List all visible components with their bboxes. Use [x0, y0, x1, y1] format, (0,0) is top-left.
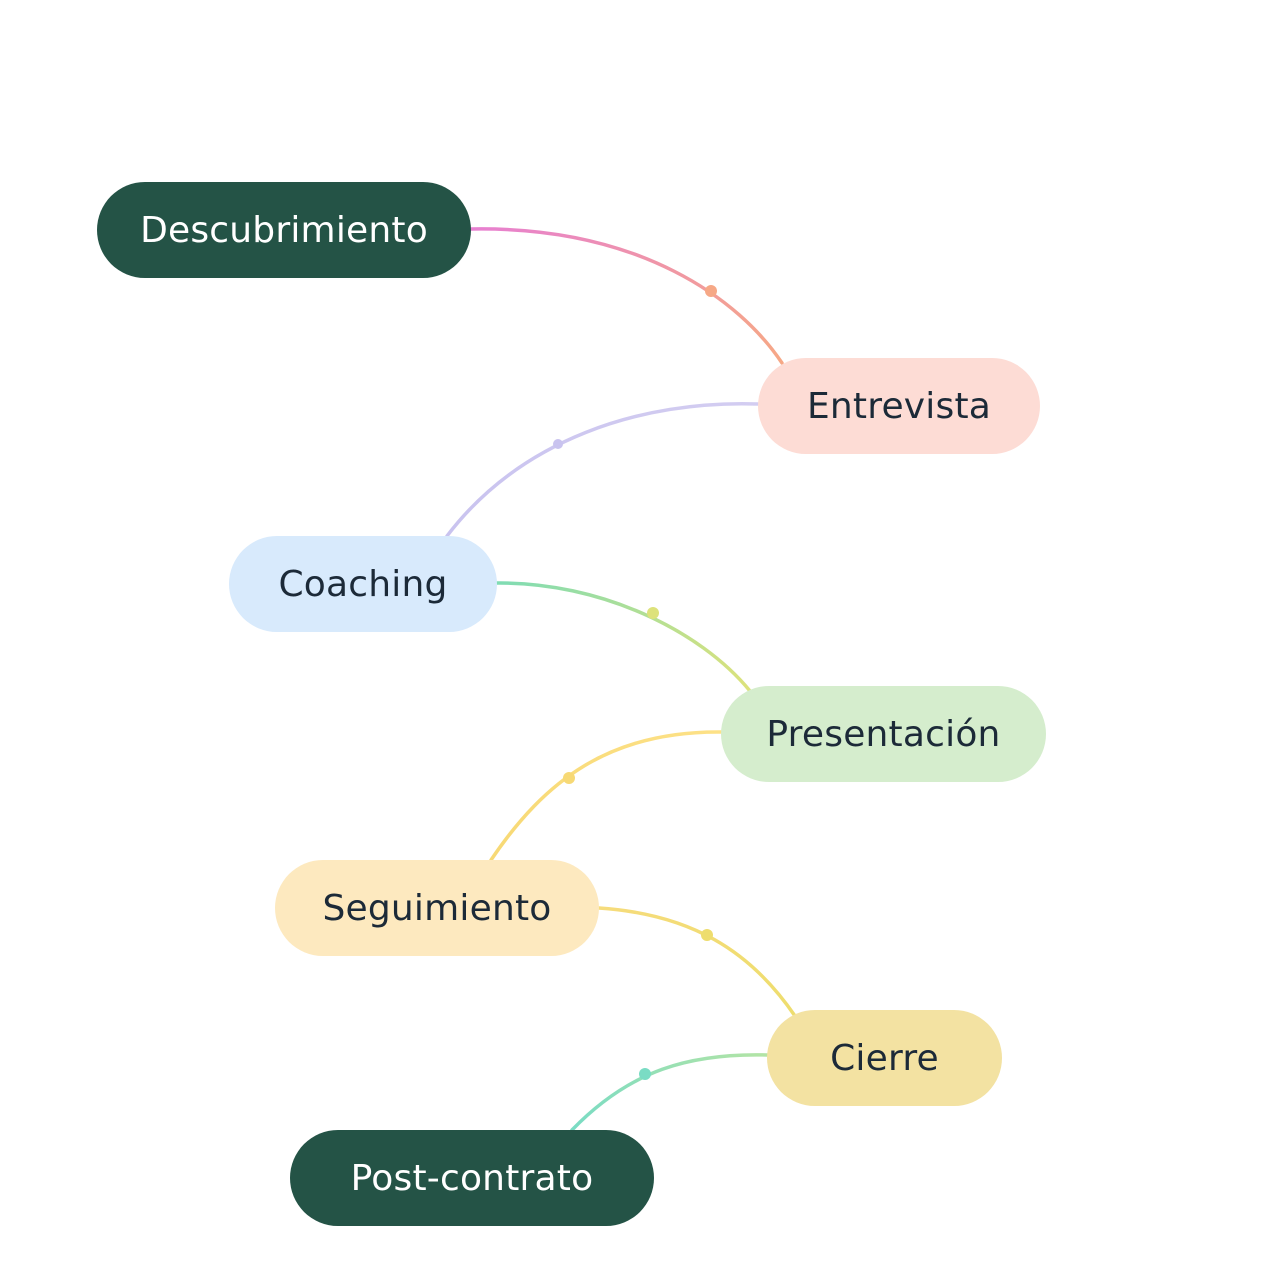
connector-midpoint-dot: [701, 929, 713, 941]
node-cierre[interactable]: Cierre: [767, 1010, 1002, 1106]
connector-descubrimiento-entrevista: [469, 227, 784, 365]
node-label: Cierre: [830, 1037, 939, 1079]
connector-entrevista-coaching: [445, 401, 760, 538]
connector-midpoint-dot: [647, 607, 659, 619]
node-presentacion[interactable]: Presentación: [721, 686, 1046, 782]
connector-presentacion-seguimiento: [489, 730, 723, 862]
node-coaching[interactable]: Coaching: [229, 536, 497, 632]
node-label: Post-contrato: [350, 1157, 594, 1199]
node-label: Descubrimiento: [140, 209, 428, 251]
node-seguimiento[interactable]: Seguimiento: [275, 860, 599, 956]
node-label: Presentación: [766, 713, 1001, 755]
node-label: Entrevista: [806, 385, 992, 427]
node-label: Seguimiento: [322, 887, 552, 929]
connector-seguimiento-cierre: [597, 906, 797, 1018]
connector-cierre-postcontrato: [570, 1053, 769, 1132]
node-postcontrato[interactable]: Post-contrato: [290, 1130, 654, 1226]
connector-midpoint-dot: [563, 772, 575, 784]
connector-coaching-presentacion: [495, 581, 752, 693]
connector-midpoint-dot: [553, 439, 563, 449]
node-descubrimiento[interactable]: Descubrimiento: [97, 182, 471, 278]
node-entrevista[interactable]: Entrevista: [758, 358, 1040, 454]
connector-midpoint-dot: [639, 1068, 651, 1080]
node-label: Coaching: [278, 563, 448, 605]
connector-midpoint-dot: [705, 285, 717, 297]
